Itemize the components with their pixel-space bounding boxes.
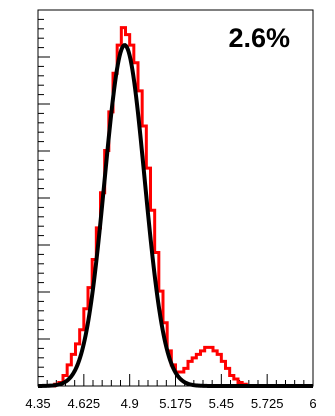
x-tick-labels: 4.35 4.625 4.9 5.175 5.45 5.725 6 (25, 396, 316, 411)
histogram-series (38, 26, 313, 388)
x-tick-label: 4.625 (68, 396, 101, 411)
x-tick-label: 5.175 (159, 396, 192, 411)
x-tick-label: 4.35 (25, 396, 50, 411)
y-axis-ticks (38, 9, 50, 387)
annotation-text: 2.6% (228, 23, 290, 53)
x-tick-label: 5.45 (209, 396, 234, 411)
series-layer (38, 26, 313, 388)
fit-curve-series (38, 43, 313, 388)
x-tick-label: 5.725 (251, 396, 284, 411)
x-tick-label: 4.9 (121, 396, 139, 411)
x-tick-label: 6 (309, 396, 316, 411)
